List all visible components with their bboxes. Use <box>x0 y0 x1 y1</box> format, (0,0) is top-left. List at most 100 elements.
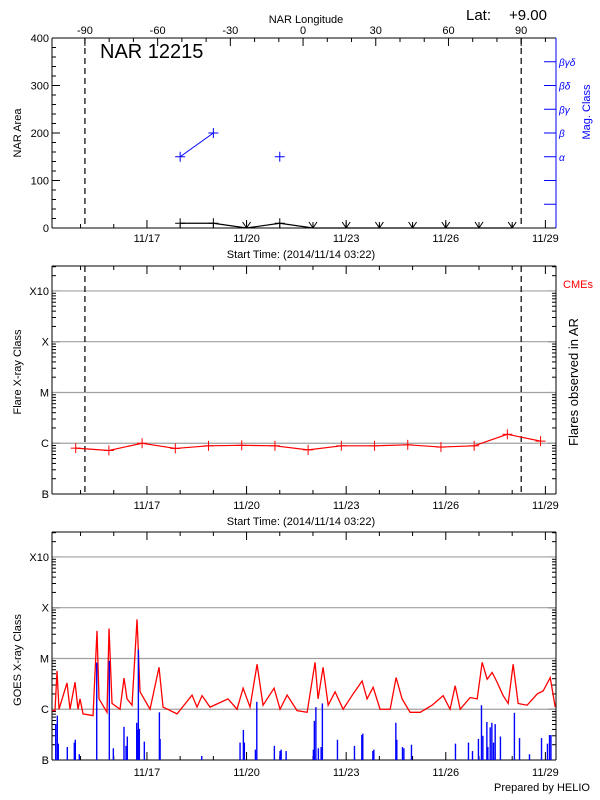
y-tick-label-100: 100 <box>31 176 49 188</box>
marker-stroke <box>507 221 513 229</box>
x-tick-label-11-26: 11/26 <box>432 500 459 512</box>
flare-class-marker <box>435 442 446 453</box>
x-tick-label-11-17: 11/17 <box>134 233 161 245</box>
mag-class-label: β <box>558 129 565 140</box>
flare-class-marker <box>369 440 380 451</box>
nar-area-zero-marker <box>474 221 484 229</box>
flare-class-marker <box>336 440 347 451</box>
nar-area-zero-marker <box>374 221 384 229</box>
x-tick-label-11-20: 11/20 <box>233 500 260 512</box>
x-tick-label-11-26: 11/26 <box>432 767 459 779</box>
y-tick-label-B: B <box>42 489 49 501</box>
longitude-tick-label: -30 <box>222 25 238 37</box>
flare-class-marker <box>402 439 413 450</box>
y-tick-label-C: C <box>41 438 49 450</box>
y-tick-label-M: M <box>40 387 49 399</box>
nar-area-zero-marker <box>507 221 517 229</box>
x-tick-label-11-23: 11/23 <box>333 767 360 779</box>
marker-stroke <box>511 221 517 229</box>
panel2-xaxis-title: Start Time: (2014/11/14 03:22) <box>227 516 375 528</box>
mag-class-label: α <box>559 153 565 164</box>
x-tick-label-11-29: 11/29 <box>532 233 559 245</box>
y-tick-label-X: X <box>42 603 50 615</box>
marker-stroke <box>374 221 380 229</box>
marker-stroke <box>445 221 451 229</box>
longitude-tick-label: 60 <box>442 25 454 37</box>
flare-class-marker <box>535 436 546 447</box>
y-tick-label-300: 300 <box>31 81 49 93</box>
flare-class-marker <box>103 445 114 456</box>
x-tick-label-11-29: 11/29 <box>532 500 559 512</box>
x-tick-label-11-26: 11/26 <box>432 233 459 245</box>
flare-class-marker <box>269 440 280 451</box>
y-tick-label-M: M <box>40 653 49 665</box>
marker-stroke <box>408 221 413 229</box>
y-tick-label-400: 400 <box>31 33 49 45</box>
y-tick-label-B: B <box>42 755 49 767</box>
longitude-tick-label: 0 <box>300 25 306 37</box>
mag-class-marker <box>274 151 285 162</box>
flares-observed-axis-title: Flares observed in AR <box>566 318 581 446</box>
longitude-tick-label: -60 <box>150 25 166 37</box>
marker-stroke <box>412 221 417 229</box>
x-tick-label-11-23: 11/23 <box>333 500 360 512</box>
latitude-value: +9.00 <box>509 7 547 24</box>
x-tick-label-11-20: 11/20 <box>233 233 260 245</box>
marker-stroke <box>441 221 447 229</box>
marker-stroke <box>246 221 251 229</box>
longitude-tick-label: 90 <box>515 25 527 37</box>
mag-class-label: βγδ <box>558 58 576 69</box>
flare-class-marker <box>236 440 247 451</box>
flare-class-marker <box>203 440 214 451</box>
marker-stroke <box>345 221 351 229</box>
flare-class-axis-title: Flare X-ray Class <box>12 329 24 414</box>
y-tick-label-C: C <box>41 704 49 716</box>
cme-legend-label: CMEs <box>563 279 593 291</box>
marker-stroke <box>341 221 347 229</box>
region-title: NAR 12215 <box>100 41 203 63</box>
nar-area-marker <box>208 218 219 229</box>
y-tick-label-X: X <box>42 337 50 349</box>
flare-class-marker <box>137 438 148 449</box>
chart-marks: 0 100 200 300 400 α β βγ βδ βγδ -90 -60 -30 0 30 60 90 11… <box>29 25 575 779</box>
mag-class-label: βδ <box>558 82 571 93</box>
latitude-label: Lat: <box>466 7 491 24</box>
mag-class-label: βγ <box>558 105 571 116</box>
mag-class-marker <box>208 128 219 138</box>
y-tick-label-X10: X10 <box>29 286 49 298</box>
goes-flux-line <box>52 619 556 717</box>
nar-area-zero-marker <box>441 221 451 229</box>
x-tick-label-11-23: 11/23 <box>333 233 360 245</box>
longitude-axis-title: NAR Longitude <box>269 14 344 26</box>
nar-area-marker <box>274 218 285 229</box>
marker-stroke <box>242 221 247 229</box>
longitude-tick-label: -90 <box>77 25 93 37</box>
flare-class-marker <box>70 443 81 454</box>
y-tick-label-200: 200 <box>31 128 49 140</box>
nar-area-zero-marker <box>308 221 318 229</box>
marker-stroke <box>474 221 480 229</box>
marker-stroke <box>312 221 318 229</box>
x-tick-label-11-17: 11/17 <box>134 767 161 779</box>
mag-class-axis-title: Mag. Class <box>581 84 593 140</box>
panel1-xaxis-title: Start Time: (2014/11/14 03:22) <box>227 249 375 261</box>
goes-class-axis-title: GOES X-ray Class <box>12 614 24 706</box>
y-tick-label-0: 0 <box>43 223 49 235</box>
x-tick-label-11-17: 11/17 <box>134 500 161 512</box>
nar-area-zero-marker <box>242 221 251 229</box>
longitude-tick-label: 30 <box>370 25 382 37</box>
flare-class-marker <box>170 443 181 454</box>
y-tick-label-X10: X10 <box>29 552 49 564</box>
prepared-by-footer: Prepared by HELIO <box>494 782 590 794</box>
marker-stroke <box>378 221 384 229</box>
nar-area-marker <box>175 218 186 229</box>
flare-class-marker <box>502 429 513 440</box>
flare-class-marker <box>303 444 314 455</box>
x-tick-label-11-29: 11/29 <box>532 767 559 779</box>
nar-area-zero-marker <box>408 221 417 229</box>
nar-area-axis-title: NAR Area <box>12 108 24 158</box>
x-tick-label-11-20: 11/20 <box>233 767 260 779</box>
flare-class-marker <box>469 440 480 451</box>
mag-class-line <box>179 132 214 158</box>
